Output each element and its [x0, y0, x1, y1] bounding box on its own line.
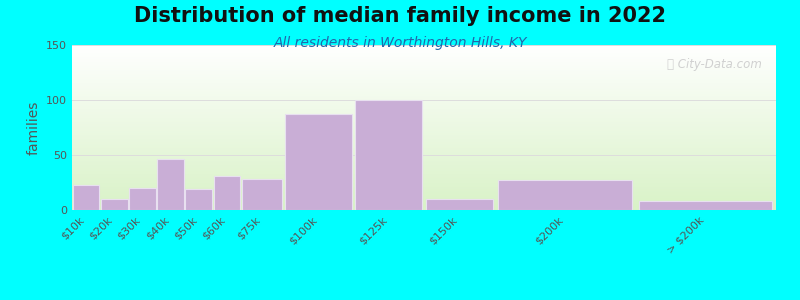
Bar — [355, 100, 422, 210]
Bar — [242, 179, 282, 210]
Bar — [214, 176, 240, 210]
Bar — [157, 159, 184, 210]
Text: Distribution of median family income in 2022: Distribution of median family income in … — [134, 6, 666, 26]
Y-axis label: families: families — [26, 100, 41, 155]
Bar — [426, 199, 493, 210]
Bar — [285, 114, 352, 210]
Text: All residents in Worthington Hills, KY: All residents in Worthington Hills, KY — [274, 36, 526, 50]
Bar — [129, 188, 156, 210]
Text: ⓘ City-Data.com: ⓘ City-Data.com — [667, 58, 762, 71]
Bar — [186, 189, 212, 210]
Bar — [73, 185, 99, 210]
Bar — [101, 199, 128, 210]
Bar — [498, 180, 632, 210]
Bar — [638, 201, 773, 210]
